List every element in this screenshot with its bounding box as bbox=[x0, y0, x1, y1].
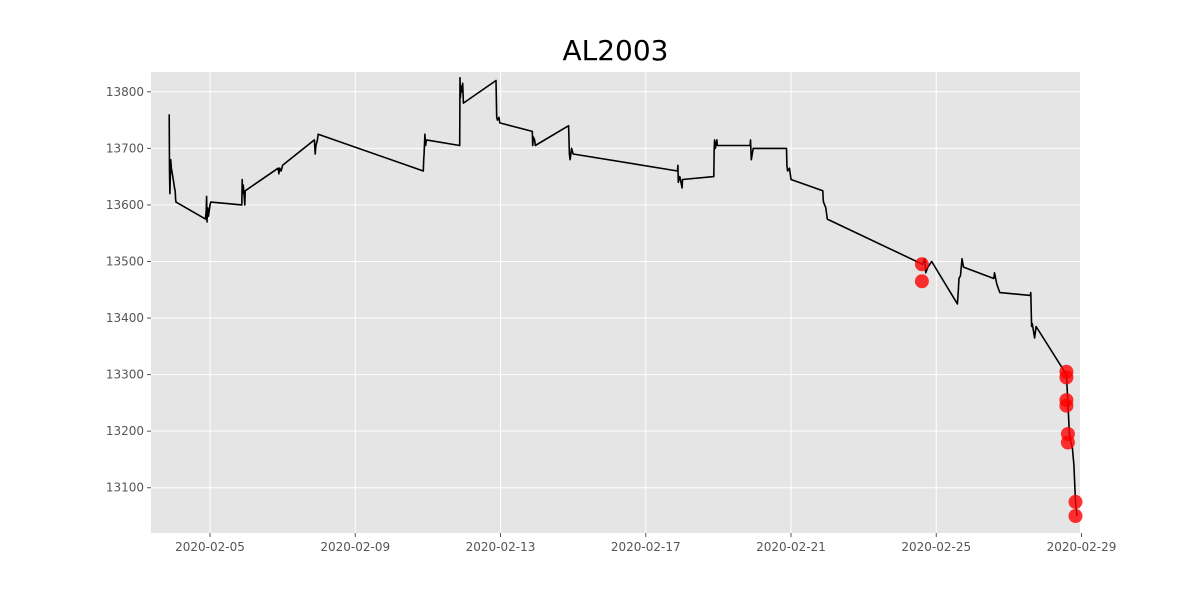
marker-point bbox=[1068, 494, 1083, 509]
y-tick-label: 13600 bbox=[106, 198, 144, 212]
x-tick-label: 2020-02-09 bbox=[320, 540, 390, 554]
marker-point bbox=[1068, 509, 1083, 523]
y-axis: 13100 13200 13300 13400 13500 13600 13700 13800 bbox=[106, 85, 151, 495]
marker-series bbox=[914, 257, 1083, 523]
price-line bbox=[168, 76, 1078, 517]
x-tick-label: 2020-02-05 bbox=[175, 540, 245, 554]
y-tick-label: 13100 bbox=[106, 481, 144, 495]
y-tick-label: 13400 bbox=[106, 311, 144, 325]
y-tick-label: 13500 bbox=[106, 254, 144, 268]
x-tick-label: 2020-02-17 bbox=[611, 540, 681, 554]
grid-lines bbox=[151, 72, 1083, 533]
marker-point bbox=[1059, 398, 1074, 413]
y-tick-label: 13700 bbox=[106, 141, 144, 155]
marker-point bbox=[1059, 370, 1074, 385]
x-tick-label: 2020-02-13 bbox=[466, 540, 536, 554]
y-tick-label: 13300 bbox=[106, 368, 144, 382]
marker-point bbox=[1060, 435, 1075, 450]
y-tick-label: 13200 bbox=[106, 424, 144, 438]
x-axis: 2020-02-05 2020-02-09 2020-02-13 2020-02-17… bbox=[175, 533, 1116, 554]
marker-point bbox=[914, 274, 929, 289]
y-tick-label: 13800 bbox=[106, 85, 144, 99]
x-tick-label: 2020-02-25 bbox=[901, 540, 971, 554]
plot-area-background bbox=[151, 72, 1080, 533]
x-tick-label: 2020-02-29 bbox=[1047, 540, 1117, 554]
price-series bbox=[168, 76, 1078, 517]
x-tick-label: 2020-02-21 bbox=[756, 540, 826, 554]
chart-title: AL2003 bbox=[562, 34, 669, 67]
marker-point bbox=[914, 257, 929, 272]
